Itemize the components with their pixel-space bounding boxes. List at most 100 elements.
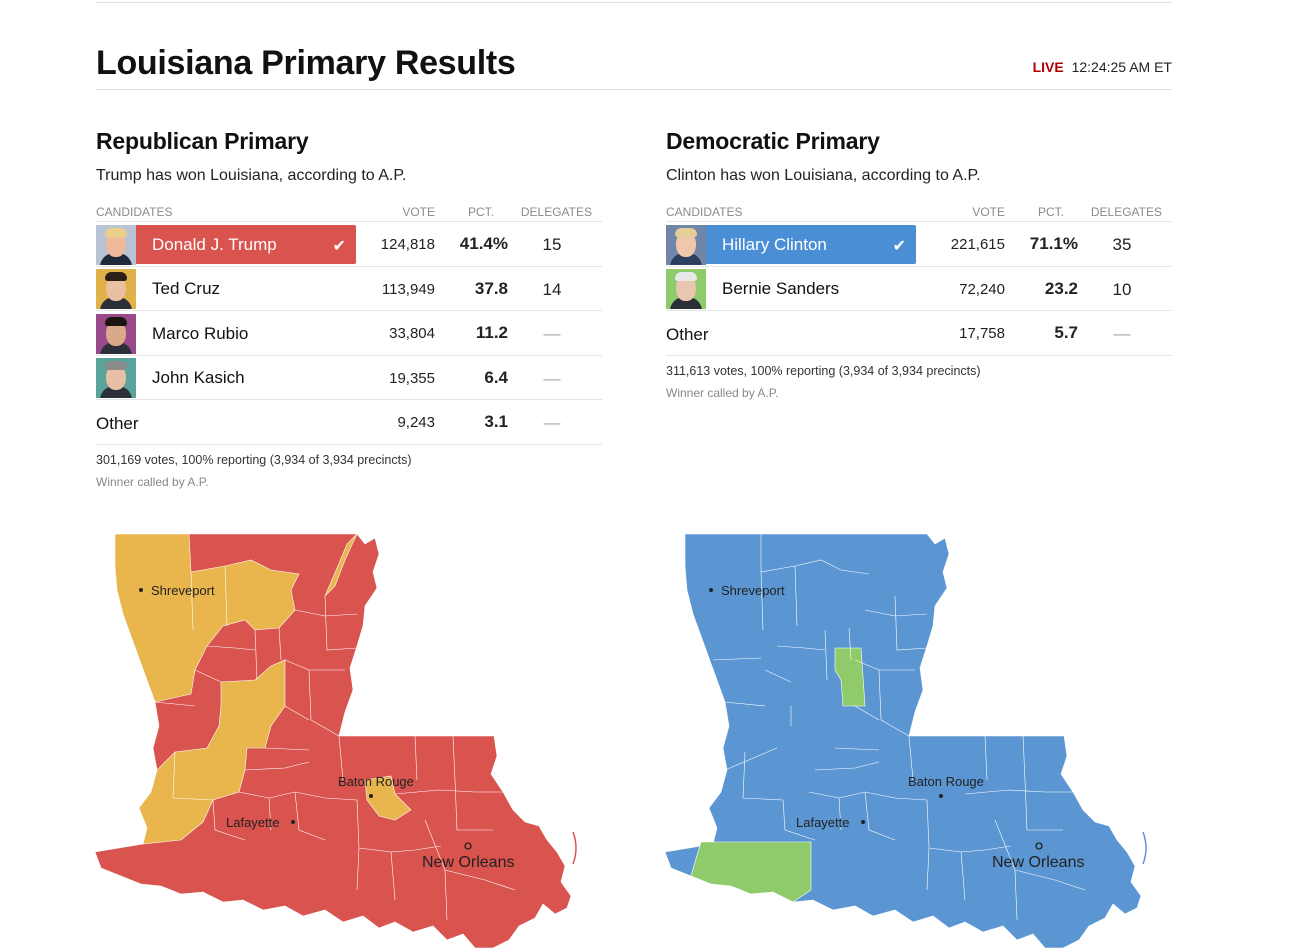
page-title: Louisiana Primary Results: [96, 44, 516, 82]
table-header: CANDIDATES VOTE PCT. DELEGATES: [666, 198, 1172, 222]
candidate: Ted Cruz: [96, 269, 356, 309]
col-delegates: DELEGATES: [1090, 205, 1162, 219]
republican-title: Republican Primary: [96, 128, 309, 154]
table-row[interactable]: John Kasich 19,355 6.4 —: [96, 356, 602, 400]
candidate-vote: 124,818: [380, 236, 435, 253]
table-row[interactable]: Bernie Sanders 72,240 23.2 10: [666, 267, 1172, 311]
county-borders: [712, 534, 1086, 921]
candidate: Bernie Sanders: [666, 269, 926, 309]
table-row: Other 9,243 3.1 —: [96, 400, 602, 445]
candidate-pct: 41.4%: [459, 234, 508, 253]
col-candidates: CANDIDATES: [666, 205, 743, 219]
democratic-called: Winner called by A.P.: [666, 385, 779, 400]
city-shreveport: Shreveport: [151, 583, 215, 598]
candidate-delegates: 14: [542, 279, 562, 299]
city-lafayette: Lafayette: [796, 815, 850, 830]
republican-county-map[interactable]: Shreveport Baton Rouge Lafayette New Orl…: [95, 530, 595, 948]
republican-table: CANDIDATES VOTE PCT. DELEGATES Donald J.…: [96, 198, 602, 445]
table-row[interactable]: Hillary Clinton ✔ 221,615 71.1% 35: [666, 222, 1172, 267]
candidate-vote: 113,949: [381, 280, 435, 298]
candidate-vote: 221,615: [950, 236, 1005, 253]
city-shreveport: Shreveport: [721, 583, 785, 598]
cruz-photo: [96, 269, 136, 309]
other-vote: 17,758: [959, 325, 1005, 342]
candidate-name: Ted Cruz: [152, 279, 221, 298]
rubio-photo: [96, 313, 136, 354]
candidate-name: John Kasich: [152, 368, 245, 387]
candidate-vote: 19,355: [389, 369, 435, 387]
kasich-photo: [96, 358, 136, 398]
page-header: Louisiana Primary Results LIVE 12:24:25 …: [96, 44, 1172, 90]
col-delegates: DELEGATES: [520, 205, 592, 219]
other-pct: 5.7: [1054, 323, 1078, 342]
candidate-pct: 11.2: [475, 323, 508, 342]
county-borders: [154, 565, 516, 921]
table-row[interactable]: Marco Rubio 33,804 11.2 —: [96, 311, 602, 356]
candidate-delegates: —: [543, 368, 561, 388]
other-vote: 9,243: [397, 414, 435, 431]
city-baton-rouge: Baton Rouge: [338, 774, 414, 789]
city-baton-rouge: Baton Rouge: [908, 774, 984, 789]
live-time: 12:24:25 AM ET: [1071, 59, 1172, 75]
democratic-title: Democratic Primary: [666, 128, 880, 154]
candidate-vote: 33,804: [389, 325, 435, 342]
cruz-region-northwest[interactable]: [114, 533, 300, 703]
candidate-delegates: 35: [1112, 235, 1132, 254]
democratic-footnote: 311,613 votes, 100% reporting (3,934 of …: [666, 363, 981, 378]
candidate-pct: 37.8: [474, 278, 508, 298]
live-timestamp: LIVE 12:24:25 AM ET: [1033, 59, 1172, 75]
candidate-delegates: 15: [542, 235, 562, 254]
candidate-delegates: 10: [1112, 279, 1132, 299]
sanders-region-southwest[interactable]: [690, 841, 812, 903]
city-new-orleans: New Orleans: [992, 854, 1084, 871]
candidate-name: Hillary Clinton: [722, 234, 827, 254]
top-divider: [96, 2, 1172, 3]
col-candidates: CANDIDATES: [96, 205, 173, 219]
winner-candidate: Hillary Clinton ✔: [666, 224, 916, 265]
democratic-results: Democratic Primary Clinton has won Louis…: [666, 128, 1172, 400]
city-new-orleans: New Orleans: [422, 854, 514, 871]
candidate-delegates: —: [543, 324, 561, 343]
sanders-region-north[interactable]: [834, 647, 866, 707]
col-vote: VOTE: [972, 205, 1005, 219]
col-pct: PCT.: [1037, 205, 1064, 219]
democratic-status: Clinton has won Louisiana, according to …: [666, 167, 981, 184]
candidate-name: Marco Rubio: [152, 323, 249, 343]
other-name: Other: [666, 325, 709, 344]
candidate-pct: 23.2: [1044, 278, 1078, 298]
check-icon: ✔: [892, 238, 906, 255]
republican-status: Trump has won Louisiana, according to A.…: [96, 167, 407, 184]
sanders-photo: [666, 269, 706, 309]
candidate: John Kasich: [96, 358, 356, 398]
table-header: CANDIDATES VOTE PCT. DELEGATES: [96, 198, 602, 222]
candidate-vote: 72,240: [959, 280, 1005, 298]
table-row[interactable]: Ted Cruz 113,949 37.8 14: [96, 267, 602, 311]
candidate-pct: 6.4: [484, 367, 508, 387]
republican-called: Winner called by A.P.: [96, 474, 209, 489]
clinton-photo: [666, 224, 706, 265]
candidate-name: Donald J. Trump: [152, 234, 277, 254]
col-vote: VOTE: [402, 205, 435, 219]
democratic-map-svg[interactable]: Shreveport Baton Rouge Lafayette New Orl…: [665, 530, 1165, 948]
republican-footnote: 301,169 votes, 100% reporting (3,934 of …: [96, 452, 412, 467]
republican-map-svg[interactable]: Shreveport Baton Rouge Lafayette New Orl…: [95, 530, 595, 948]
other-delegates: —: [1113, 324, 1131, 343]
other-delegates: —: [543, 413, 561, 432]
trump-photo: [96, 224, 136, 265]
republican-results: Republican Primary Trump has won Louisia…: [96, 128, 602, 489]
cruz-region-baton-rouge[interactable]: [364, 775, 412, 821]
candidate-pct: 71.1%: [1029, 234, 1078, 253]
candidate: Marco Rubio: [96, 313, 356, 354]
winner-candidate: Donald J. Trump ✔: [96, 224, 356, 265]
democratic-table: CANDIDATES VOTE PCT. DELEGATES Hillary C…: [666, 198, 1172, 356]
live-badge: LIVE: [1032, 59, 1064, 75]
table-row: Other 17,758 5.7 —: [666, 311, 1172, 356]
check-icon: ✔: [332, 238, 346, 255]
other-name: Other: [96, 414, 139, 433]
city-lafayette: Lafayette: [226, 815, 280, 830]
col-pct: PCT.: [467, 205, 494, 219]
table-row[interactable]: Donald J. Trump ✔ 124,818 41.4% 15: [96, 222, 602, 267]
democratic-county-map[interactable]: Shreveport Baton Rouge Lafayette New Orl…: [665, 530, 1165, 948]
other-pct: 3.1: [484, 412, 508, 431]
candidate-name: Bernie Sanders: [722, 279, 840, 298]
